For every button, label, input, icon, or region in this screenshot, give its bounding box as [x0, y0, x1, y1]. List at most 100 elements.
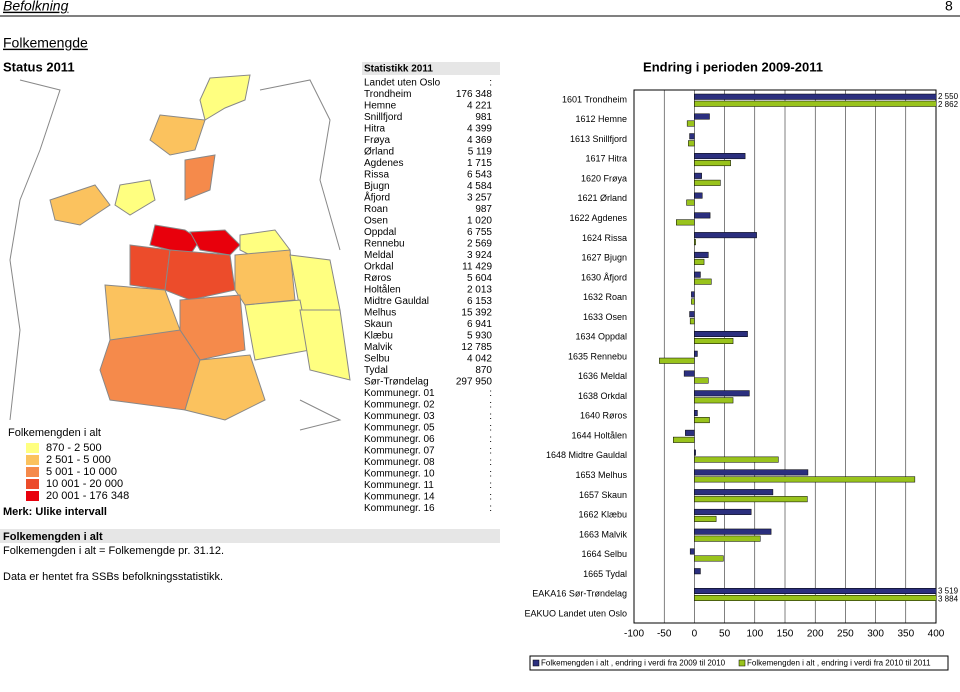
bar [694, 397, 734, 404]
bar [694, 239, 696, 246]
category-label: 1621 Ørland [577, 193, 627, 203]
category-label: 1662 Klæbu [578, 510, 627, 520]
table-cell: 4 221 [467, 101, 492, 112]
table-cell: : [489, 388, 492, 399]
table-cell: Roan [364, 204, 388, 215]
bar [694, 251, 709, 258]
bar [694, 588, 936, 594]
bar [694, 568, 701, 575]
notes-heading-bg [0, 529, 500, 543]
bar [694, 350, 698, 357]
category-label: 1632 Roan [583, 292, 627, 302]
x-tick-label: 350 [897, 629, 914, 640]
bars [659, 93, 936, 601]
bar [694, 337, 734, 344]
bar [694, 192, 703, 199]
legend-label: Folkemengden i alt , endring i verdi fra… [747, 659, 931, 668]
table-cell: : [489, 423, 492, 434]
bar [694, 278, 712, 285]
bar [694, 258, 705, 265]
x-tick-label: 50 [719, 629, 731, 640]
bar [694, 456, 779, 463]
table-cell: Kommunegr. 01 [364, 388, 435, 399]
bar [694, 179, 721, 186]
x-tick-label: 400 [928, 629, 945, 640]
table-cell: 4 399 [467, 124, 492, 135]
bar [689, 311, 695, 318]
table-cell: Hitra [364, 124, 386, 135]
chart-legend-box [529, 655, 949, 671]
bar [694, 410, 698, 417]
category-label: 1644 Holtålen [571, 430, 627, 440]
table-cell: Røros [364, 273, 391, 284]
bar [694, 417, 710, 424]
table-cell: Trondheim [364, 89, 411, 100]
legend-swatch [26, 479, 39, 489]
bar [686, 120, 695, 127]
table-cell: Hemne [364, 101, 397, 112]
table-cell: Kommunegr. 03 [364, 411, 435, 422]
table-cell: 11 429 [462, 262, 492, 273]
bar [694, 113, 710, 120]
bar [694, 271, 701, 278]
table: Landet uten Oslo: Trondheim 176 348 Hemne 4 … [364, 78, 492, 515]
value-label: 2 550 [938, 92, 959, 101]
table-cell: Ørland [364, 147, 394, 158]
notes-heading: Folkemengden i alt [3, 531, 103, 543]
category-label: 1636 Meldal [578, 371, 627, 381]
table-cell: 3 257 [467, 193, 492, 204]
table-cell: 5 930 [467, 331, 492, 342]
bar [694, 377, 709, 384]
table-cell: 981 [475, 112, 492, 123]
table-cell: Holtålen [364, 284, 401, 296]
table-cell: Kommunegr. 10 [364, 469, 435, 480]
table-cell: 2 013 [467, 285, 492, 296]
x-tick-label: 300 [867, 629, 884, 640]
table-cell: 1 715 [467, 158, 492, 169]
legend-swatch [26, 467, 39, 477]
x-tick-label: 0 [692, 629, 698, 640]
table-cell: : [489, 400, 492, 411]
legend-label: 10 001 - 20 000 [46, 478, 123, 490]
table-cell: Kommunegr. 05 [364, 423, 435, 434]
bar [694, 508, 752, 515]
category-label: 1617 Hitra [585, 154, 627, 164]
bar [694, 330, 748, 337]
bar [694, 469, 809, 476]
category-label: 1622 Agdenes [569, 213, 627, 223]
table-cell: 6 543 [467, 170, 492, 181]
table-cell: 4 584 [467, 181, 492, 192]
table-cell: Kommunegr. 16 [364, 503, 435, 514]
bar [691, 291, 695, 298]
bar [659, 357, 695, 364]
legend-label: 870 - 2 500 [46, 442, 102, 454]
chart: -100 -50 0 50 100 150 200 250 300 350 400 1601 Tron… [524, 89, 959, 668]
table-cell: Kommunegr. 06 [364, 434, 435, 445]
table-cell: : [489, 411, 492, 422]
table-cell: 297 950 [456, 377, 493, 388]
table-cell: Frøya [364, 135, 391, 146]
table-cell: 5 119 [468, 147, 493, 158]
legend-swatch [532, 659, 540, 667]
bar [694, 476, 916, 483]
category-label: 1601 Trondheim [562, 94, 627, 104]
table-cell: Kommunegr. 11 [364, 480, 434, 491]
bar [694, 390, 750, 397]
page-title: Folkemengde [3, 35, 88, 51]
table-cell: Kommunegr. 02 [364, 400, 435, 411]
x-tick-label: -100 [624, 629, 644, 640]
category-label: EAKA16 Sør-Trøndelag [532, 589, 627, 599]
table-cell: : [489, 480, 492, 491]
table-cell: Rennebu [364, 239, 405, 250]
table-cell: Tydal [364, 365, 388, 376]
table-cell: 6 755 [467, 227, 492, 238]
table-cell: 12 785 [461, 342, 492, 353]
value-label: 3 519 [938, 586, 959, 595]
legend-swatch [738, 659, 746, 667]
x-tick-label: 100 [746, 629, 763, 640]
legend-label: 20 001 - 176 348 [46, 490, 129, 502]
bar [685, 429, 695, 436]
bar [694, 160, 731, 167]
legend-swatch [26, 491, 39, 501]
table-cell: 15 392 [461, 308, 492, 319]
